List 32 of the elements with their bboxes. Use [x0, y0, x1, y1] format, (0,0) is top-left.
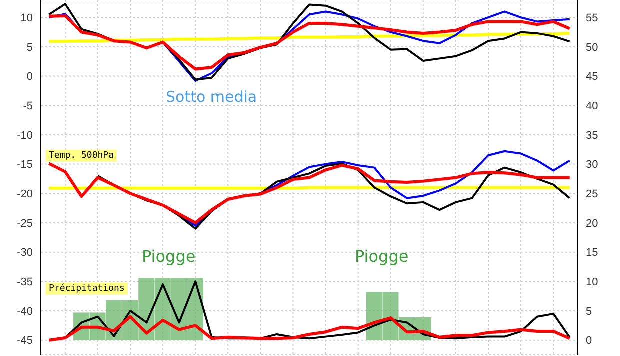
y-tick-label: 5 [26, 42, 33, 54]
y2-tick-label: 55 [586, 12, 598, 25]
y2-tick-label: 10 [586, 276, 598, 289]
y2-tick-label: 5 [586, 306, 592, 318]
line-series [48, 162, 572, 224]
annotation: Piogge [142, 247, 196, 266]
y-tick-label: -40 [17, 306, 33, 318]
y-tick-label: -15 [17, 159, 33, 172]
y2-tick-label: 30 [586, 159, 598, 172]
y2-tick-label: 20 [586, 218, 598, 230]
line-series [48, 315, 572, 342]
annotation: Piogge [355, 247, 409, 266]
y2-tick-label: 15 [586, 247, 598, 260]
y-tick-label: -5 [23, 100, 33, 113]
annotation: Précipitations [46, 283, 128, 295]
annotation: Temp. 500hPa [46, 150, 118, 162]
line-series [48, 14, 572, 71]
y2-tick-label: 35 [586, 130, 598, 142]
y-tick-label: -25 [17, 218, 33, 230]
y-tick-label: 0 [26, 71, 33, 84]
y2-tick-label: 40 [586, 100, 598, 113]
y-tick-label: -30 [17, 247, 33, 260]
y2-tick-label: 0 [586, 335, 592, 348]
y2-tick-label: 25 [586, 188, 598, 201]
y-tick-label: -45 [17, 335, 33, 348]
y-tick-label: -20 [17, 188, 33, 201]
annotation: Sotto media [166, 88, 258, 106]
y-tick-label: -10 [17, 130, 33, 142]
y2-tick-label: 50 [586, 42, 598, 54]
y-tick-label: 10 [20, 12, 33, 25]
y-tick-label: -35 [17, 276, 33, 289]
y2-tick-label: 45 [586, 71, 598, 84]
